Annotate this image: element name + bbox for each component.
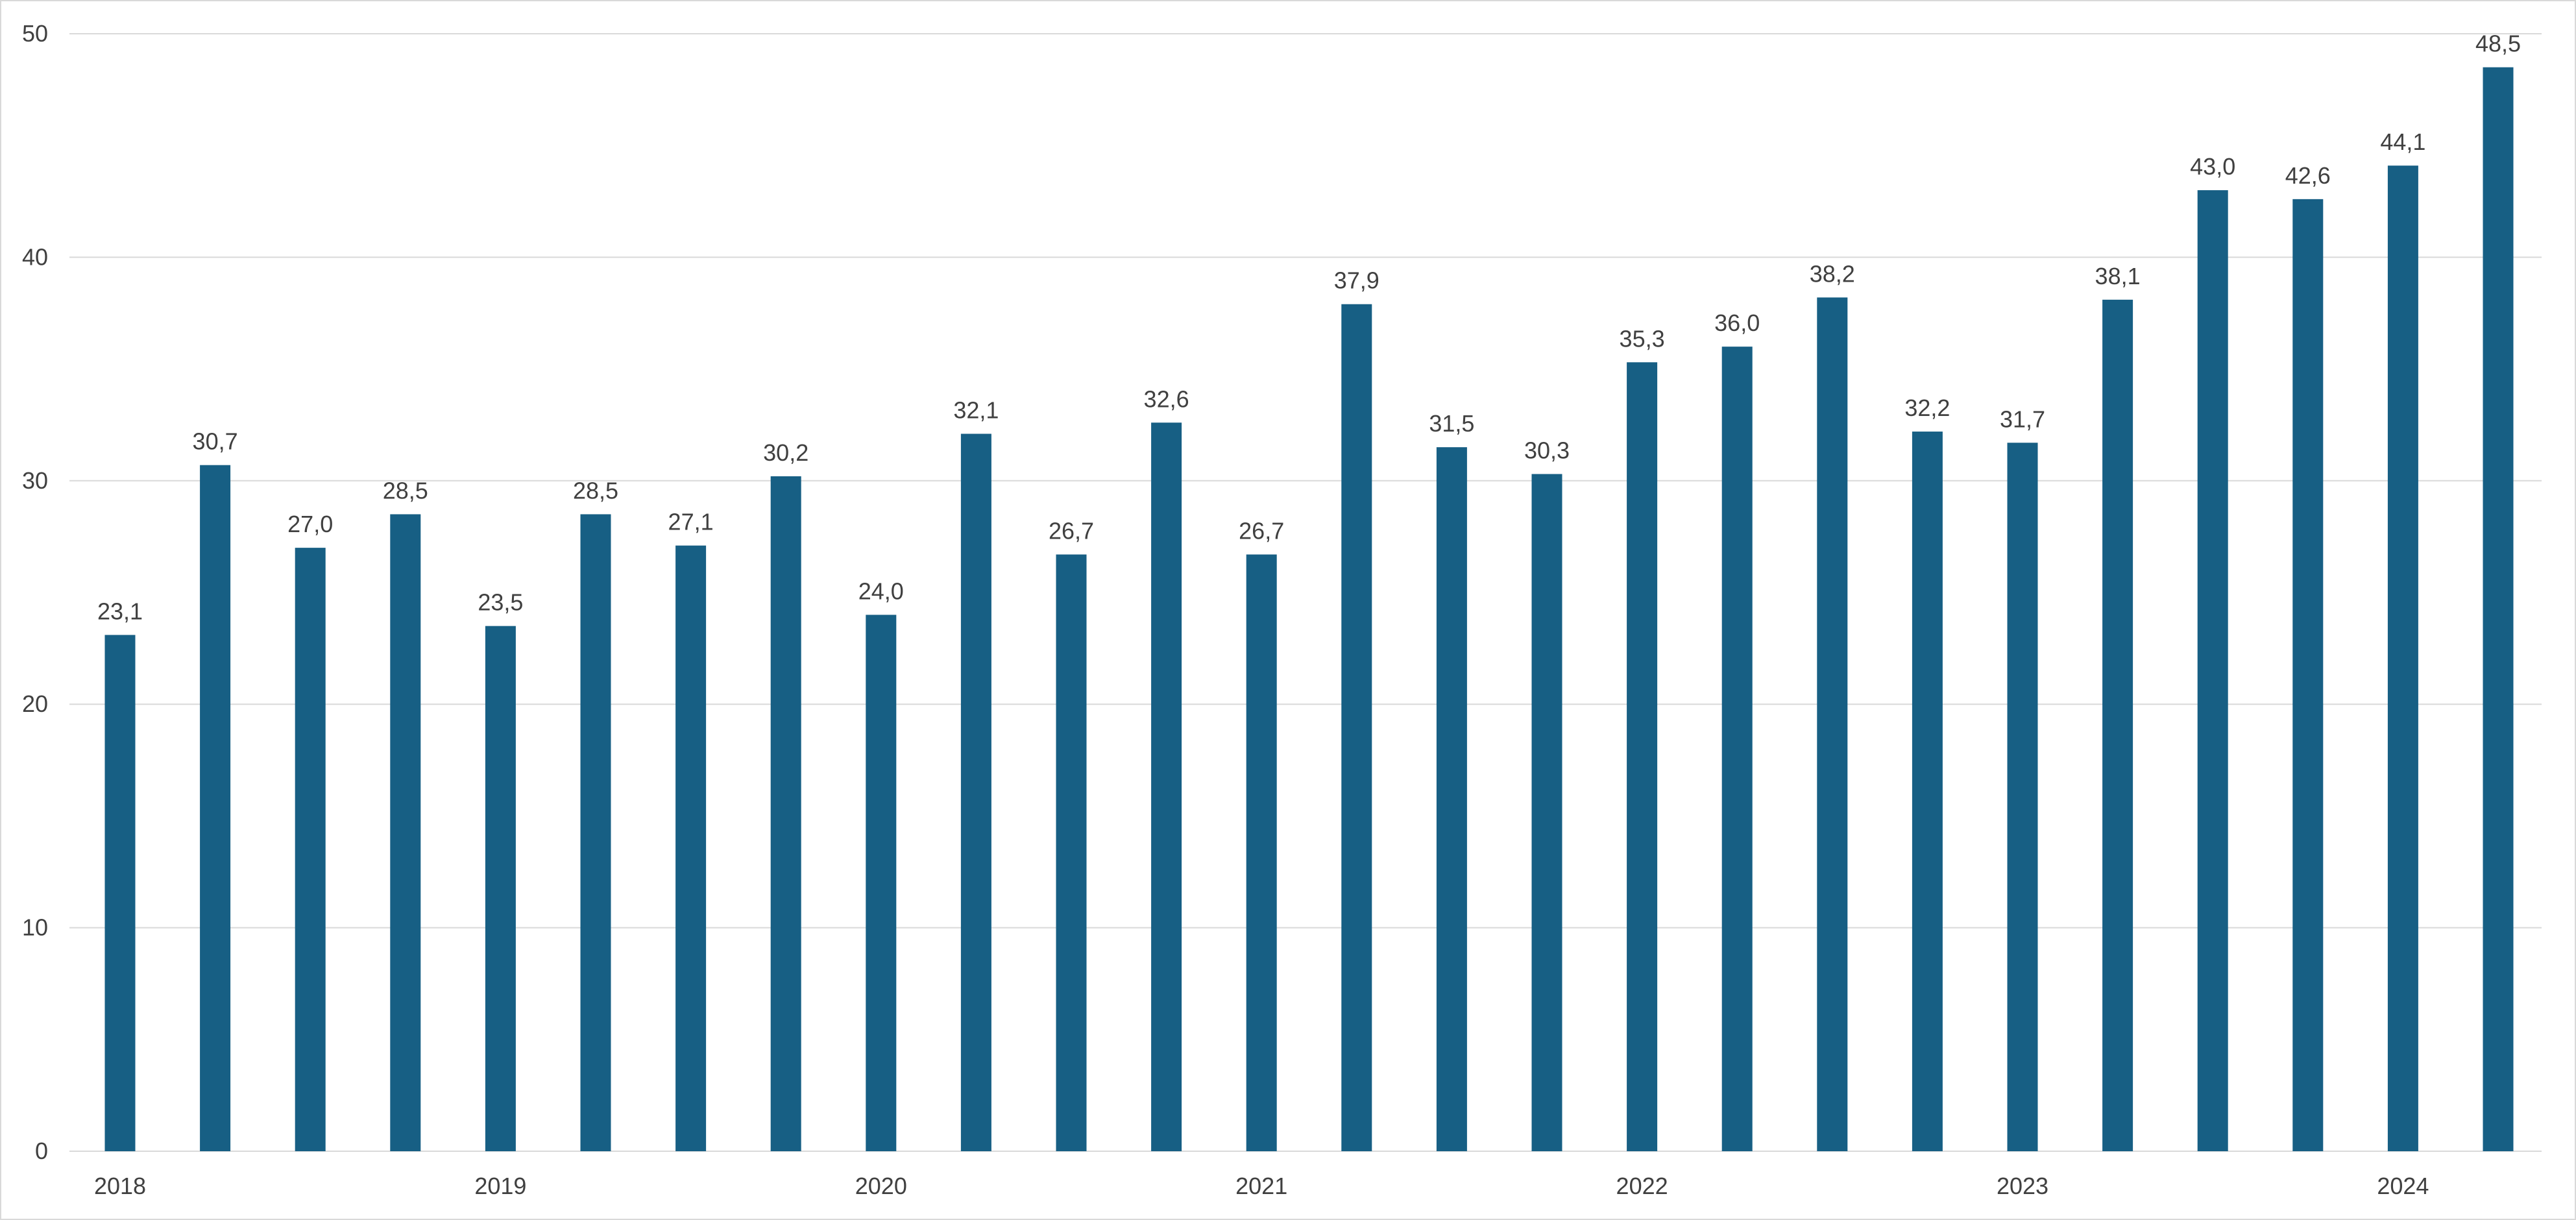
bar-23 [2292, 199, 2324, 1152]
x-tick-label-2018: 2018 [94, 1173, 146, 1199]
data-label-21: 38,1 [2095, 263, 2141, 289]
data-label-10: 26,7 [1049, 517, 1094, 544]
bar-0 [104, 635, 136, 1151]
bar-19 [1912, 432, 1943, 1151]
y-tick-label-0: 0 [35, 1138, 48, 1164]
data-label-25: 48,5 [2475, 30, 2521, 57]
bar-1 [200, 465, 231, 1151]
data-label-5: 28,5 [573, 477, 618, 504]
bar-25 [2483, 67, 2514, 1151]
bar-17 [1721, 347, 1753, 1152]
bars [104, 67, 2514, 1152]
bar-14 [1436, 447, 1467, 1151]
bar-15 [1531, 474, 1562, 1151]
data-labels: 23,1 30,7 27,0 28,5 23,5 28,5 27,1 30,2 24,0 32,1… [97, 30, 2521, 625]
y-tick-label-40: 40 [22, 243, 48, 270]
bar-12 [1246, 554, 1277, 1151]
data-label-11: 32,6 [1144, 385, 1189, 412]
data-label-7: 30,2 [763, 439, 808, 466]
data-label-23: 42,6 [2285, 162, 2331, 189]
y-tick-label-10: 10 [22, 914, 48, 941]
data-label-8: 24,0 [858, 578, 904, 604]
data-label-22: 43,0 [2190, 153, 2235, 180]
bar-9 [960, 433, 991, 1151]
data-label-12: 26,7 [1239, 517, 1284, 544]
bar-22 [2197, 190, 2228, 1152]
bar-10 [1056, 554, 1087, 1151]
x-tick-label-2023: 2023 [1997, 1173, 2048, 1199]
y-tick-label-30: 30 [22, 467, 48, 494]
x-tick-label-2020: 2020 [855, 1173, 907, 1199]
y-axis-ticks: 0 10 20 30 40 50 [22, 20, 48, 1164]
bar-20 [2007, 443, 2038, 1152]
data-label-0: 23,1 [97, 598, 143, 624]
data-label-20: 31,7 [2000, 406, 2045, 432]
data-label-17: 36,0 [1714, 310, 1760, 336]
x-axis-ticks: 2018 2019 2020 2021 2022 2023 2024 [94, 1173, 2429, 1199]
data-label-1: 30,7 [193, 428, 238, 455]
data-label-4: 23,5 [478, 589, 523, 616]
bar-5 [580, 514, 611, 1151]
data-label-14: 31,5 [1429, 410, 1474, 437]
bar-16 [1627, 362, 1658, 1151]
data-label-24: 44,1 [2380, 128, 2425, 155]
bar-11 [1151, 422, 1182, 1151]
data-label-13: 37,9 [1334, 267, 1379, 294]
data-label-16: 35,3 [1620, 325, 1665, 352]
y-tick-label-20: 20 [22, 690, 48, 717]
y-tick-label-50: 50 [22, 20, 48, 47]
data-label-9: 32,1 [953, 396, 999, 423]
bar-21 [2102, 299, 2133, 1152]
bar-3 [390, 514, 421, 1151]
data-label-15: 30,3 [1524, 437, 1570, 463]
data-label-19: 32,2 [1904, 395, 1950, 421]
x-tick-label-2021: 2021 [1235, 1173, 1287, 1199]
data-label-2: 27,0 [287, 511, 333, 537]
bar-24 [2387, 165, 2418, 1151]
bar-4 [485, 626, 516, 1151]
bar-13 [1341, 304, 1372, 1151]
bar-18 [1817, 297, 1848, 1152]
x-tick-label-2024: 2024 [2377, 1173, 2429, 1199]
data-label-6: 27,1 [668, 509, 714, 535]
bar-7 [770, 476, 801, 1151]
data-label-18: 38,2 [1810, 260, 1855, 287]
bar-8 [866, 615, 897, 1151]
data-label-3: 28,5 [383, 477, 428, 504]
bar-2 [295, 548, 326, 1151]
bar-6 [675, 545, 707, 1151]
x-tick-label-2022: 2022 [1616, 1173, 1668, 1199]
gridlines [69, 33, 2542, 1152]
x-tick-label-2019: 2019 [474, 1173, 526, 1199]
